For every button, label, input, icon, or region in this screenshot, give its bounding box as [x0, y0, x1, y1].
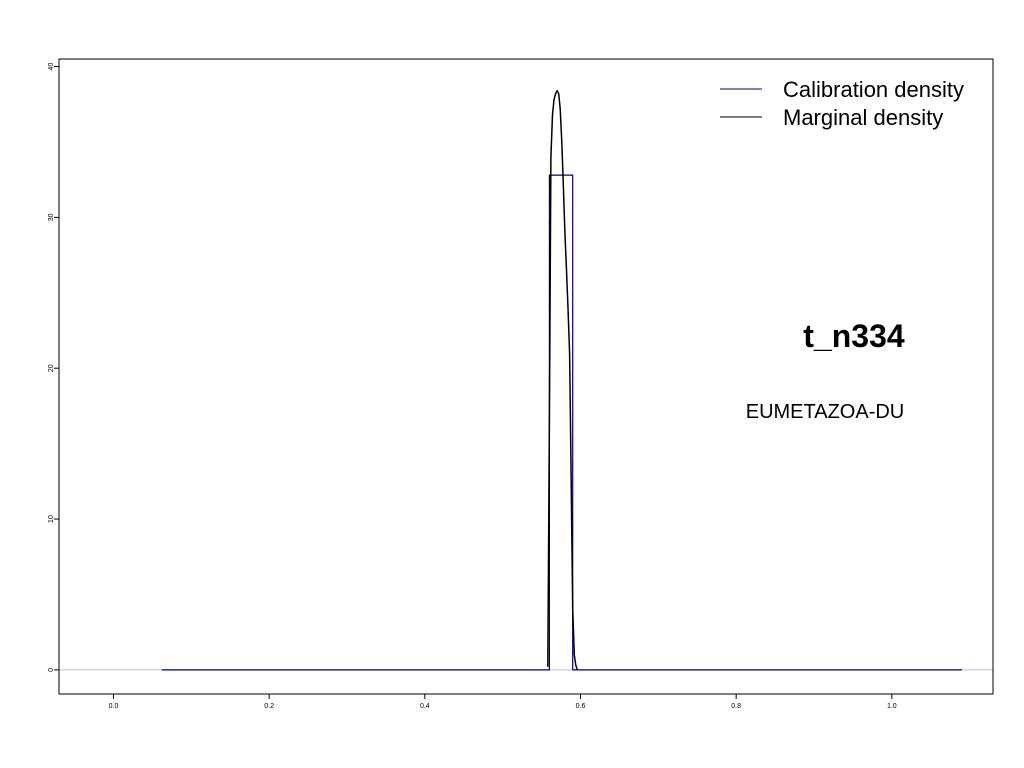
node-label: t_n334 — [803, 318, 905, 354]
x-tick-label: 0.0 — [109, 703, 119, 710]
calibration-density-line — [161, 174, 962, 671]
x-tick-label: 0.6 — [576, 703, 586, 710]
y-tick-label: 30 — [48, 213, 55, 221]
x-tick-label: 0.8 — [731, 703, 741, 710]
marginal-density-line — [547, 89, 579, 671]
x-axis: 0.0 0.2 0.4 0.6 0.8 1.0 — [109, 694, 897, 710]
y-axis: 0 10 20 30 40 — [48, 63, 59, 672]
x-tick-label: 0.2 — [264, 703, 274, 710]
clade-label: EUMETAZOA-DU — [746, 401, 905, 423]
x-tick-label: 0.4 — [420, 703, 430, 710]
legend-label-marginal: Marginal density — [783, 105, 943, 130]
plot-frame — [58, 58, 994, 695]
series-layer — [161, 89, 962, 671]
y-tick-label: 20 — [48, 364, 55, 372]
legend: Calibration density Marginal density — [720, 77, 964, 130]
legend-label-calibration: Calibration density — [783, 77, 964, 102]
y-tick-label: 10 — [48, 515, 55, 523]
y-tick-label: 0 — [48, 668, 55, 672]
x-tick-label: 1.0 — [887, 703, 897, 710]
y-tick-label: 40 — [48, 63, 55, 71]
